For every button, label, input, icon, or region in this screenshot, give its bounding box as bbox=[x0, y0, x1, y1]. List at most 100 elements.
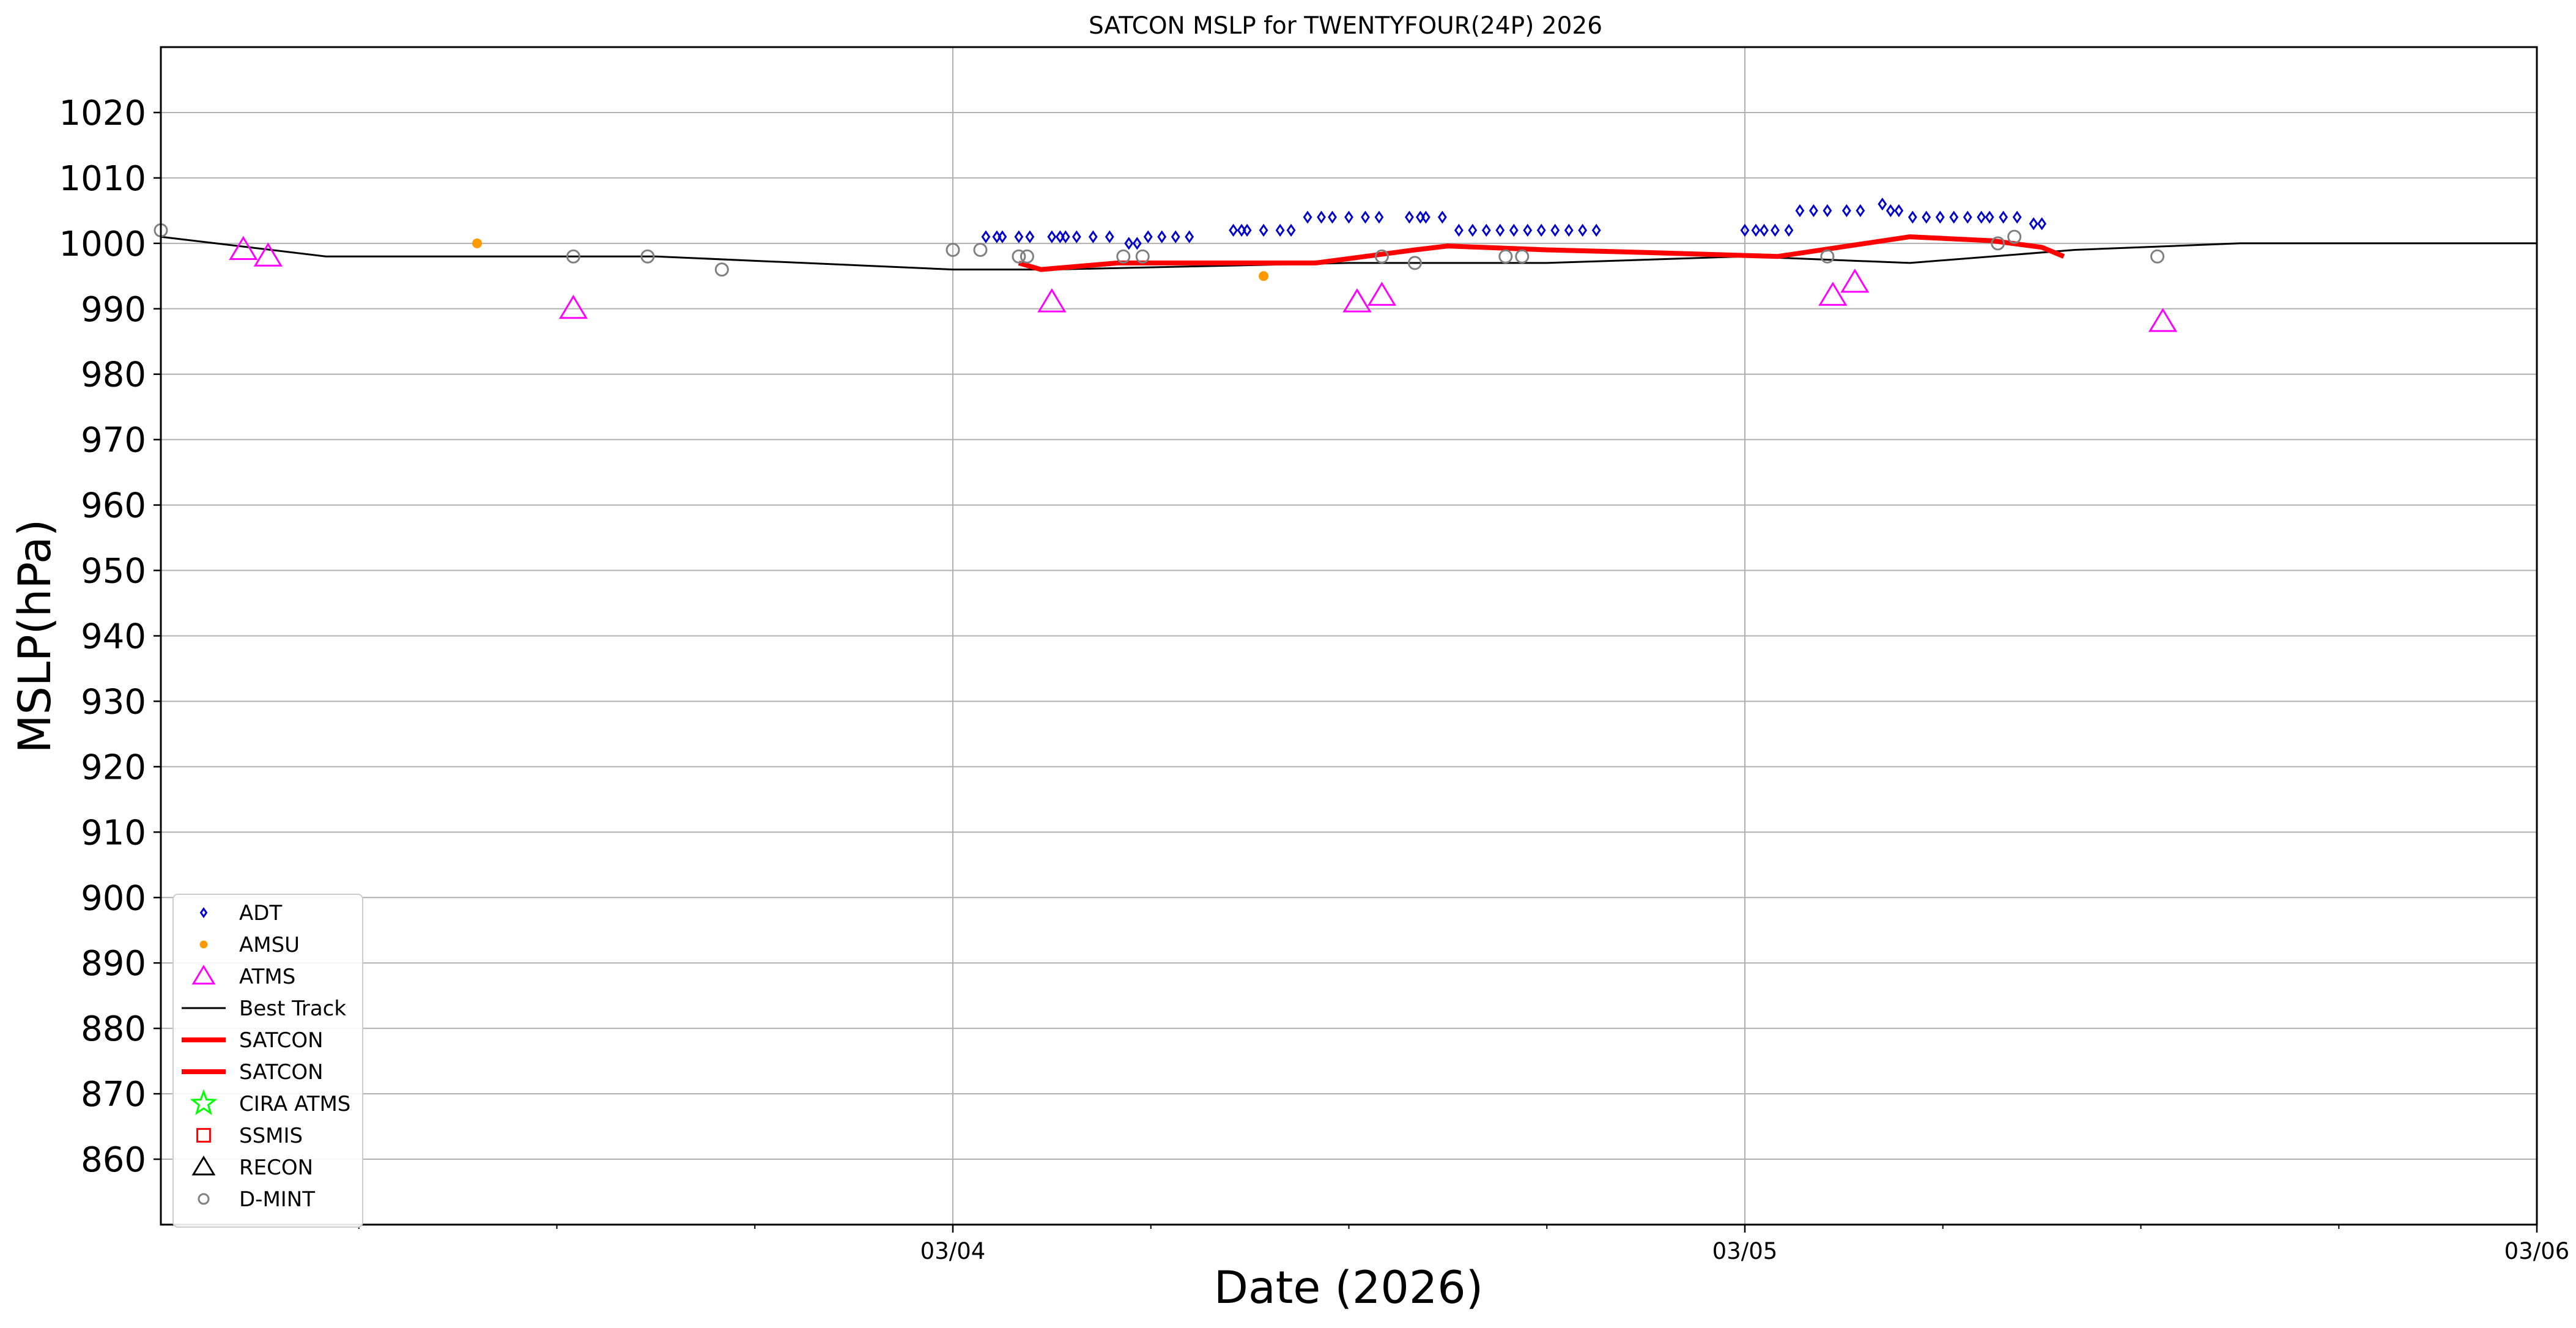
amsu-point bbox=[1259, 271, 1269, 281]
d-mint-point bbox=[1498, 249, 1513, 264]
adt-point bbox=[1841, 204, 1851, 217]
adt-point bbox=[1071, 230, 1081, 243]
d-mint-point bbox=[1116, 249, 1131, 264]
legend-label: CIRA ATMS bbox=[239, 1092, 350, 1116]
d-mint-point bbox=[1135, 249, 1150, 264]
adt-point bbox=[1229, 223, 1238, 237]
x-axis-label: Date (2026) bbox=[1214, 1262, 1483, 1314]
adt-point bbox=[1536, 223, 1546, 237]
adt-point bbox=[1751, 223, 1761, 237]
legend-label: Best Track bbox=[239, 996, 346, 1021]
d-mint-point bbox=[973, 243, 988, 258]
x-tick-label: 03/05 bbox=[1712, 1238, 1778, 1264]
d-mint-point bbox=[2150, 249, 2164, 264]
legend-label: SATCON bbox=[239, 1060, 324, 1085]
recon-legend-marker bbox=[191, 1156, 216, 1176]
y-tick-label: 920 bbox=[81, 747, 146, 787]
y-axis-label: MSLP(hPa) bbox=[9, 519, 61, 754]
y-tick-label: 980 bbox=[81, 355, 146, 395]
adt-point bbox=[1025, 230, 1035, 243]
adt-point bbox=[1060, 230, 1070, 243]
plot-area bbox=[154, 198, 2537, 332]
adt-point bbox=[1963, 210, 1972, 224]
adt-point bbox=[1481, 223, 1491, 237]
adt-point bbox=[1740, 223, 1750, 237]
y-tick-label: 950 bbox=[81, 552, 146, 592]
adt-point bbox=[1509, 223, 1519, 237]
adt-point bbox=[1523, 223, 1533, 237]
adt-point bbox=[1421, 210, 1430, 224]
y-tick-label: 970 bbox=[81, 421, 146, 461]
legend-label: ATMS bbox=[239, 965, 295, 989]
adt-point bbox=[2037, 217, 2047, 231]
adt-point bbox=[1404, 210, 1414, 224]
y-tick-label: 860 bbox=[81, 1140, 146, 1180]
atms-legend-marker bbox=[191, 965, 216, 985]
d-mint-point bbox=[1020, 249, 1034, 264]
y-tick-label: 1020 bbox=[59, 94, 146, 133]
adt-point bbox=[1808, 204, 1818, 217]
adt-point bbox=[1185, 230, 1194, 243]
y-tick-label: 1010 bbox=[59, 159, 146, 199]
cira-atms-legend-marker bbox=[190, 1089, 218, 1116]
adt-point bbox=[1784, 223, 1794, 237]
adt-point bbox=[1564, 223, 1574, 237]
best-track-line bbox=[160, 236, 2537, 271]
y-tick-label: 870 bbox=[81, 1075, 146, 1115]
atms-point bbox=[229, 236, 258, 261]
adt-point bbox=[1591, 223, 1601, 237]
adt-point bbox=[1124, 237, 1134, 250]
axis-ticks: 860 870 880 890 900 910 920 930 940 950 960 970 980 9… bbox=[59, 94, 2569, 1264]
adt-point bbox=[1795, 204, 1805, 217]
d-mint-point bbox=[640, 249, 655, 264]
atms-point bbox=[1818, 281, 1848, 306]
atms-point bbox=[253, 242, 283, 267]
atms-point bbox=[1840, 269, 1870, 293]
legend-label: ADT bbox=[239, 901, 282, 926]
adt-point bbox=[1437, 210, 1447, 224]
y-tick-label: 990 bbox=[81, 290, 146, 330]
adt-point bbox=[1977, 210, 1986, 224]
adt-point bbox=[1374, 210, 1384, 224]
adt-point bbox=[1985, 210, 1994, 224]
d-mint-legend-marker bbox=[198, 1193, 210, 1205]
y-tick-label: 900 bbox=[81, 878, 146, 918]
d-mint-point bbox=[1991, 236, 2005, 251]
adt-point bbox=[1286, 223, 1296, 237]
adt-point bbox=[1242, 223, 1252, 237]
adt-point bbox=[1886, 204, 1895, 217]
legend-label: D-MINT bbox=[239, 1187, 315, 1212]
y-tick-label: 910 bbox=[81, 813, 146, 853]
adt-point bbox=[1823, 204, 1832, 217]
adt-point bbox=[1259, 223, 1268, 237]
atms-point bbox=[1037, 288, 1067, 313]
grid bbox=[161, 47, 2537, 1225]
x-tick-label: 03/04 bbox=[920, 1238, 986, 1264]
d-mint-point bbox=[1374, 249, 1389, 264]
atms-point bbox=[1367, 281, 1397, 306]
adt-point bbox=[1922, 210, 1931, 224]
plot-frame bbox=[160, 46, 2538, 1226]
adt-point bbox=[1143, 230, 1153, 243]
y-tick-label: 890 bbox=[81, 944, 146, 984]
adt-point bbox=[1303, 210, 1312, 224]
adt-point bbox=[1088, 230, 1098, 243]
adt-point bbox=[981, 230, 991, 243]
adt-point bbox=[1495, 223, 1505, 237]
adt-point bbox=[1328, 210, 1337, 224]
adt-point bbox=[1132, 237, 1142, 250]
d-mint-point bbox=[566, 249, 580, 264]
adt-point bbox=[1550, 223, 1560, 237]
adt-point bbox=[1317, 210, 1326, 224]
y-tick-label: 1000 bbox=[59, 224, 146, 264]
amsu-legend-marker bbox=[199, 940, 208, 949]
adt-point bbox=[1047, 230, 1057, 243]
chart-title: SATCON MSLP for TWENTYFOUR(24P) 2026 bbox=[1089, 12, 1602, 40]
adt-point bbox=[2029, 217, 2038, 231]
x-tick-label: 03/06 bbox=[2504, 1238, 2570, 1264]
adt-legend-marker bbox=[199, 907, 208, 919]
adt-point bbox=[1014, 230, 1024, 243]
adt-point bbox=[2012, 210, 2022, 224]
